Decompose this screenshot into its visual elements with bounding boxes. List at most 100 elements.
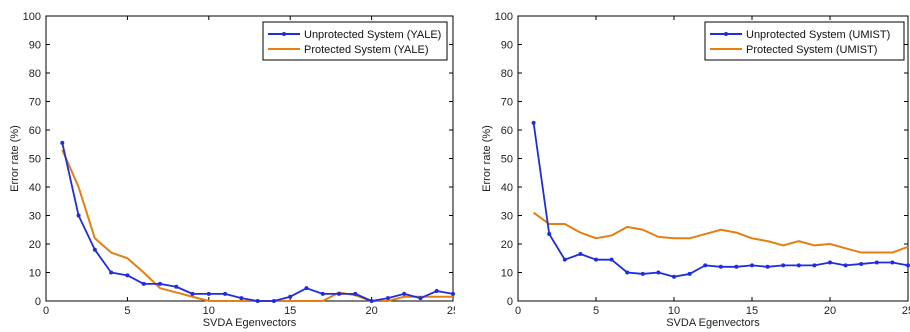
- legend-marker: [282, 32, 286, 36]
- y-tick-label: 90: [501, 40, 513, 52]
- y-tick-label: 60: [29, 125, 41, 137]
- data-point: [765, 264, 770, 269]
- data-point: [271, 299, 276, 303]
- x-tick-label: 20: [824, 305, 836, 317]
- data-point: [547, 232, 552, 237]
- y-tick-label: 0: [507, 296, 513, 308]
- x-axis-label: SVDA Egenvectors: [203, 317, 297, 329]
- data-point: [141, 281, 146, 286]
- data-point: [640, 271, 645, 276]
- data-point: [828, 260, 832, 265]
- y-tick-label: 70: [29, 97, 41, 109]
- y-tick-label: 50: [29, 154, 41, 166]
- data-point: [402, 291, 407, 296]
- y-tick-label: 0: [35, 296, 41, 308]
- y-tick-label: 50: [501, 154, 513, 166]
- data-point: [304, 286, 309, 291]
- y-tick-label: 90: [29, 40, 41, 52]
- legend-entry: Unprotected System (UMIST): [746, 29, 890, 41]
- x-tick-label: 0: [43, 305, 49, 317]
- data-point: [625, 270, 630, 275]
- data-point: [609, 257, 614, 262]
- x-tick-label: 15: [746, 305, 758, 317]
- data-point: [812, 263, 817, 268]
- series-line: [533, 211, 909, 254]
- y-tick-label: 20: [501, 239, 513, 251]
- data-point: [578, 251, 583, 256]
- legend-entry: Protected System (UMIST): [746, 44, 877, 56]
- data-point: [174, 284, 179, 289]
- data-point: [125, 273, 130, 278]
- legend-box: [262, 21, 448, 61]
- y-axis-label: Error rate (%): [481, 125, 493, 192]
- y-axis-label: Error rate (%): [9, 125, 21, 192]
- data-point: [60, 140, 65, 145]
- data-point: [687, 271, 692, 276]
- data-point: [859, 261, 864, 266]
- data-point: [337, 291, 342, 296]
- y-tick-label: 80: [501, 68, 513, 80]
- y-tick-label: 40: [29, 182, 41, 194]
- data-point: [906, 263, 910, 268]
- data-point: [434, 289, 439, 294]
- x-tick-label: 25: [447, 305, 455, 317]
- y-tick-label: 80: [29, 68, 41, 80]
- data-point: [239, 296, 244, 301]
- data-point: [190, 291, 195, 296]
- data-point: [594, 257, 598, 262]
- plot-area: [517, 15, 909, 302]
- x-tick-label: 15: [284, 305, 296, 317]
- y-tick-label: 10: [29, 268, 41, 280]
- data-point: [255, 299, 260, 303]
- chart-right: 0 10 20 30 40 50 60 70 80 90 100 0 5 10 15 20 25 SVDA Ege…: [481, 11, 910, 329]
- data-point: [223, 291, 228, 296]
- y-tick-label: 70: [501, 97, 513, 109]
- data-point: [76, 213, 81, 218]
- data-point: [451, 291, 455, 296]
- data-point: [718, 264, 723, 269]
- y-tick-label: 30: [29, 211, 41, 223]
- data-point: [92, 247, 97, 252]
- x-tick-label: 20: [365, 305, 377, 317]
- y-tick-label: 20: [29, 239, 41, 251]
- y-tick-label: 100: [495, 11, 513, 23]
- x-tick-label: 10: [668, 305, 680, 317]
- legend-entry: Unprotected System (YALE): [304, 29, 441, 41]
- data-point: [703, 263, 708, 268]
- data-point: [157, 281, 162, 286]
- data-point: [796, 263, 801, 268]
- data-point: [562, 257, 567, 262]
- data-point: [734, 264, 739, 269]
- data-point: [206, 291, 211, 296]
- data-point: [288, 294, 293, 299]
- data-point: [353, 291, 358, 296]
- legend-marker: [724, 32, 728, 36]
- chart-left: 0 10 20 30 40 50 60 70 80 90 100 0 5 10 15 20 25 SVDA Ege…: [9, 11, 455, 329]
- x-tick-label: 10: [203, 305, 215, 317]
- data-point: [890, 260, 895, 265]
- y-tick-label: 10: [501, 268, 513, 280]
- legend-box: [704, 21, 905, 61]
- data-point: [531, 120, 536, 125]
- data-point: [418, 296, 423, 301]
- data-point: [843, 263, 848, 268]
- data-point: [385, 296, 390, 301]
- y-tick-label: 60: [501, 125, 513, 137]
- x-tick-label: 25: [902, 305, 910, 317]
- legend-entry: Protected System (YALE): [304, 44, 429, 56]
- data-point: [750, 263, 754, 268]
- y-tick-label: 40: [501, 182, 513, 194]
- data-point: [320, 291, 325, 296]
- x-axis-label: SVDA Egenvectors: [666, 317, 760, 329]
- data-point: [874, 260, 879, 265]
- data-point: [656, 270, 661, 275]
- data-point: [109, 270, 114, 275]
- y-tick-label: 30: [501, 211, 513, 223]
- x-tick-label: 5: [593, 305, 599, 317]
- data-point: [672, 274, 676, 279]
- y-tick-label: 100: [23, 11, 41, 23]
- x-tick-label: 0: [515, 305, 521, 317]
- data-point: [369, 299, 374, 303]
- x-tick-label: 5: [124, 305, 130, 317]
